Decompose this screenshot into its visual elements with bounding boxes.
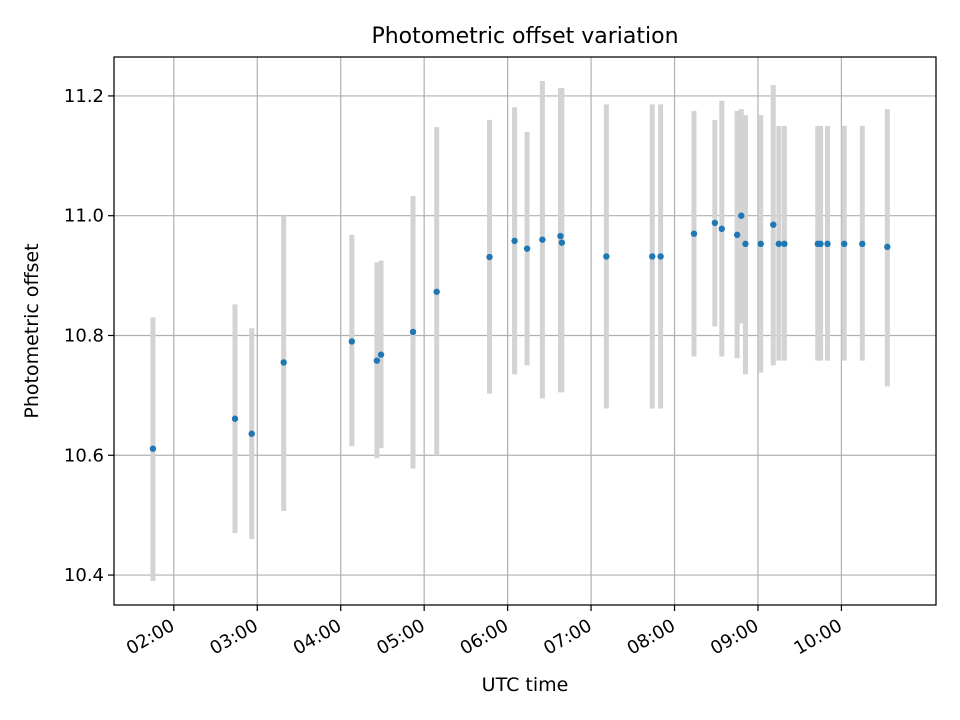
- x-axis-label: UTC time: [482, 674, 569, 696]
- data-point: [557, 232, 564, 240]
- y-tick-label: 10.8: [64, 325, 104, 346]
- data-point: [149, 445, 157, 452]
- data-point: [711, 219, 719, 227]
- data-point: [775, 240, 783, 248]
- data-point: [742, 240, 749, 248]
- data-point: [511, 237, 518, 245]
- y-axis-ticks: 10.4 10.6 10.8 11.0 11.2: [64, 86, 114, 586]
- chart-title: Photometric offset variation: [371, 24, 678, 49]
- data-point: [373, 357, 381, 364]
- data-point: [841, 240, 848, 248]
- y-tick-label: 10.6: [64, 445, 104, 466]
- data-point: [486, 253, 493, 261]
- data-point: [539, 236, 546, 243]
- plot-area-frame: [113, 56, 937, 606]
- data-point: [231, 415, 239, 422]
- grid: [114, 57, 936, 605]
- data-point: [409, 328, 417, 336]
- data-point: [817, 240, 824, 248]
- data-point: [859, 240, 866, 248]
- data-point: [770, 221, 777, 228]
- data-point: [733, 231, 741, 239]
- data-point: [558, 239, 566, 246]
- data-point: [377, 351, 385, 358]
- data-point: [649, 253, 656, 260]
- data-point: [280, 359, 287, 366]
- data-point: [433, 288, 440, 295]
- data-point: [757, 240, 764, 248]
- data-point: [248, 430, 255, 437]
- data-point: [523, 245, 531, 252]
- data-point: [690, 230, 698, 237]
- data-point: [781, 240, 788, 248]
- y-tick-label: 11.0: [64, 206, 104, 227]
- data-point: [348, 338, 356, 345]
- data-point: [824, 240, 831, 248]
- y-tick-label: 10.4: [64, 565, 104, 586]
- data-point: [738, 212, 745, 219]
- data-points: [149, 212, 891, 452]
- data-point: [884, 243, 891, 251]
- data-point: [657, 253, 664, 260]
- data-point: [718, 225, 726, 233]
- y-axis-label: Photometric offset: [21, 243, 43, 418]
- data-point: [603, 253, 610, 260]
- y-tick-label: 11.2: [64, 86, 104, 107]
